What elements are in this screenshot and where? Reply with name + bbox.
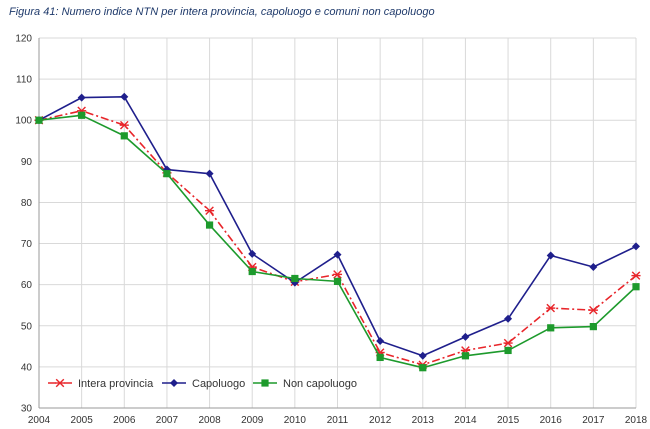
y-tick-label: 80 [21, 198, 33, 209]
legend-item: Intera provincia [48, 378, 154, 390]
data-point [419, 364, 427, 372]
series-non-capoluogo [35, 111, 640, 372]
data-point [461, 352, 470, 360]
data-point [632, 283, 640, 291]
y-tick-label: 70 [21, 239, 33, 250]
data-point [291, 274, 299, 283]
legend-label: Capoluogo [192, 378, 245, 390]
x-tick-label: 2006 [113, 415, 136, 426]
data-point [205, 206, 215, 215]
x-tick-label: 2015 [497, 415, 520, 426]
data-point [376, 336, 385, 345]
legend-label: Non capoluogo [283, 378, 357, 390]
x-tick-label: 2018 [625, 415, 648, 426]
x-tick-label: 2004 [28, 415, 51, 426]
data-point [332, 270, 343, 279]
data-point [78, 111, 86, 119]
x-tick-label: 2014 [454, 415, 477, 426]
y-tick-label: 40 [21, 362, 33, 373]
data-point [588, 305, 598, 315]
y-tick-label: 90 [21, 157, 33, 168]
legend-item: Capoluogo [162, 378, 245, 390]
y-tick-label: 100 [15, 116, 32, 127]
data-point [248, 267, 256, 276]
x-tick-label: 2010 [284, 415, 307, 426]
figure-caption: Figura 41: Numero indice NTN per intera … [9, 6, 435, 18]
data-point [547, 324, 555, 332]
data-point [589, 262, 598, 271]
x-tick-label: 2013 [412, 415, 435, 426]
x-tick-label: 2012 [369, 415, 392, 426]
legend-swatch-marker [170, 379, 178, 387]
data-point [632, 242, 640, 251]
data-point [205, 169, 214, 178]
x-tick-label: 2017 [582, 415, 605, 426]
y-tick-label: 120 [15, 34, 32, 45]
y-tick-label: 60 [21, 280, 33, 291]
legend-swatch-marker [55, 378, 65, 388]
chart-series [34, 92, 641, 372]
data-point [504, 314, 513, 323]
data-point [631, 271, 641, 280]
data-point [589, 323, 597, 331]
data-point [205, 221, 214, 229]
data-point [77, 93, 86, 102]
x-tick-label: 2009 [241, 415, 264, 426]
legend-swatch-marker [261, 379, 269, 387]
x-tick-label: 2008 [198, 415, 221, 426]
data-point [376, 353, 384, 362]
data-point [461, 332, 470, 341]
legend-label: Intera provincia [78, 378, 154, 390]
y-tick-label: 30 [21, 404, 33, 415]
data-point [333, 277, 342, 285]
data-point [163, 170, 171, 178]
x-tick-label: 2005 [71, 415, 94, 426]
x-tick-label: 2007 [156, 415, 179, 426]
data-point [248, 249, 257, 258]
chart-legend: Intera provincia Capoluogo Non capoluogo [48, 378, 357, 390]
x-tick-label: 2016 [540, 415, 563, 426]
data-point [546, 303, 556, 313]
data-point [35, 116, 43, 124]
data-point [504, 346, 512, 355]
data-point [119, 120, 129, 130]
data-point [120, 132, 128, 140]
legend-item: Non capoluogo [253, 378, 357, 390]
x-tick-label: 2011 [327, 415, 349, 426]
data-point [418, 351, 427, 360]
y-tick-label: 50 [21, 321, 33, 332]
data-point [120, 92, 129, 101]
data-point [546, 251, 555, 260]
data-point [333, 250, 342, 259]
data-point [503, 338, 513, 348]
y-tick-label: 110 [16, 75, 32, 86]
chart-axes: 30 40 50 60 70 80 90 100 110 120 2004 2005 2006 2007 2… [15, 34, 647, 427]
chart-grid [38, 37, 637, 409]
